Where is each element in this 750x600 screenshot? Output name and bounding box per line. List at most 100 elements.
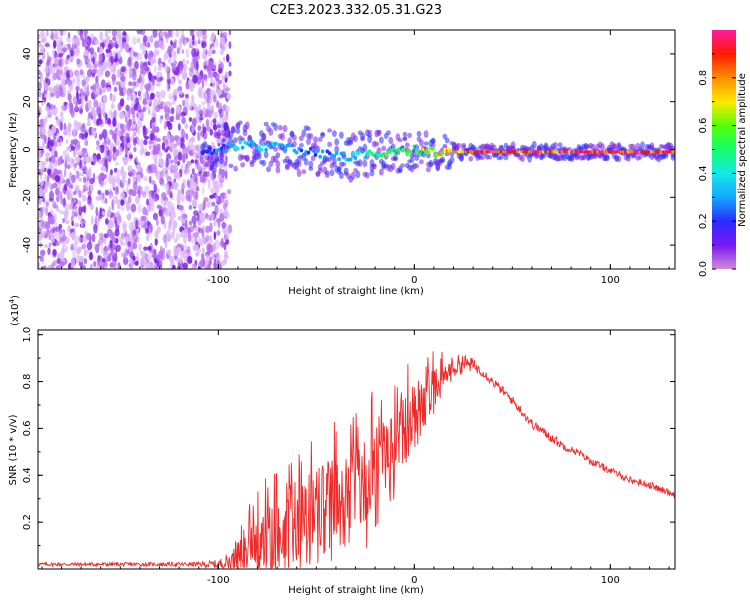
spectrogram-noise-blob xyxy=(182,262,188,269)
spectrogram-noise-blob xyxy=(192,74,198,84)
snr-x-tick-label: -100 xyxy=(207,575,230,586)
spectrogram-noise-blob xyxy=(198,91,204,99)
spectrogram-ridge-point xyxy=(294,150,299,155)
spectrogram-noise-blob xyxy=(92,172,96,183)
spectrogram-noise-blob xyxy=(188,67,194,72)
spectrogram-noise-blob xyxy=(110,169,113,176)
spectrogram-ridge-point xyxy=(349,157,353,162)
spectrogram-noise-blob xyxy=(73,148,76,158)
spectrogram-noise-blob xyxy=(84,95,88,101)
spectrogram-noise-blob xyxy=(107,119,111,125)
spectrogram-noise-blob xyxy=(187,232,192,242)
spectrogram-ridge-halo xyxy=(261,159,267,167)
spectrogram-noise-blob xyxy=(71,174,76,184)
spectrogram-ridge-halo xyxy=(341,162,347,167)
spectrogram-noise-blob xyxy=(55,240,60,246)
spectrogram-noise-blob xyxy=(216,173,222,180)
spectrogram-noise-blob xyxy=(91,126,95,136)
spectrogram-y-tick-label: 20 xyxy=(22,95,33,108)
spectrogram-noise-blob xyxy=(38,59,43,65)
spectrogram-noise-blob xyxy=(38,233,41,242)
spectrogram-noise-blob xyxy=(222,82,226,91)
spectrogram-noise-blob xyxy=(200,228,204,235)
spectrogram-noise-blob xyxy=(99,144,105,149)
spectrogram-noise-blob xyxy=(55,187,60,196)
spectrogram-noise-blob xyxy=(113,110,116,119)
spectrogram-noise-blob xyxy=(82,236,88,244)
spectrogram-noise-blob xyxy=(167,30,172,38)
spectrogram-noise-blob xyxy=(176,193,182,203)
spectrogram-noise-blob xyxy=(38,89,42,99)
spectrogram-noise-blob xyxy=(60,111,64,118)
spectrogram-noise-blob xyxy=(190,235,196,244)
spectrogram-noise-blob xyxy=(84,76,90,83)
spectrogram-noise-blob xyxy=(220,260,226,267)
spectrogram-noise-blob xyxy=(137,117,141,126)
spectrogram-ridge-halo xyxy=(640,141,645,150)
spectrogram-ridge-halo xyxy=(367,132,372,138)
spectrogram-noise-blob xyxy=(209,128,213,136)
spectrogram-noise-blob xyxy=(212,123,218,131)
spectrogram-noise-blob xyxy=(102,129,108,139)
spectrogram-ridge-halo xyxy=(402,137,408,142)
spectrogram-noise-blob xyxy=(116,81,121,86)
spectrogram-noise-blob xyxy=(182,69,187,78)
spectrogram-ridge-point xyxy=(337,157,341,162)
spectrogram-ridge-halo xyxy=(263,121,269,127)
spectrogram-noise-blob xyxy=(117,262,121,268)
spectrogram-ridge-point xyxy=(405,152,410,157)
spectrogram-noise-blob xyxy=(40,148,45,154)
spectrogram-noise-blob xyxy=(85,140,89,146)
spectrogram-noise-blob xyxy=(176,161,181,166)
spectrogram-noise-blob xyxy=(170,207,175,216)
snr-x-label: Height of straight line (km) xyxy=(288,585,424,596)
spectrogram-noise-blob xyxy=(112,146,117,154)
spectrogram-ridge-point xyxy=(367,149,372,154)
spectrogram-ridge-halo xyxy=(273,123,278,131)
spectrogram-ridge-halo xyxy=(240,137,246,142)
spectrogram-ridge-point xyxy=(250,139,254,144)
spectrogram-noise-blob xyxy=(110,65,114,74)
spectrogram-noise-blob xyxy=(179,111,186,117)
spectrogram-noise-blob xyxy=(81,147,88,154)
spectrogram-ridge-halo xyxy=(339,131,344,139)
spectrogram-noise-blob xyxy=(67,225,71,230)
spectrogram-noise-blob xyxy=(137,137,140,146)
spectrogram-noise-blob xyxy=(135,219,139,230)
spectrogram-noise-blob xyxy=(177,85,183,92)
spectrogram-noise-blob xyxy=(142,100,148,105)
spectrogram-noise-blob xyxy=(49,190,54,201)
spectrogram-noise-blob xyxy=(218,182,224,189)
spectrogram-noise-blob xyxy=(115,149,120,157)
spectrogram-noise-blob xyxy=(192,148,195,155)
spectrogram-noise-blob xyxy=(124,114,128,124)
spectrogram-noise-blob xyxy=(181,182,185,192)
spectrogram-noise-blob xyxy=(199,237,204,247)
spectrogram-noise-blob xyxy=(105,218,109,225)
spectrogram-noise-blob xyxy=(209,90,213,95)
spectrogram-noise-blob xyxy=(137,125,141,135)
spectrogram-ridge-halo xyxy=(390,163,396,170)
spectrogram-noise-blob xyxy=(44,43,50,48)
spectrogram-noise-blob xyxy=(207,108,213,118)
spectrogram-noise-blob xyxy=(53,104,56,109)
spectrogram-noise-blob xyxy=(75,171,78,180)
figure-title: C2E3.2023.332.05.31.G23 xyxy=(270,3,442,18)
spectrogram-noise-blob xyxy=(47,168,52,175)
spectrogram-noise-blob xyxy=(42,205,46,214)
spectrogram-noise-blob xyxy=(70,264,76,269)
spectrogram-ridge-halo xyxy=(320,132,325,139)
spectrogram-noise-blob xyxy=(154,158,158,167)
spectrogram-noise-blob xyxy=(117,50,121,60)
spectrogram-noise-blob xyxy=(212,243,216,252)
spectrogram-noise-blob xyxy=(80,220,84,228)
spectrogram-noise-blob xyxy=(52,249,57,256)
spectrogram-noise-blob xyxy=(117,202,121,210)
spectrogram-noise-blob xyxy=(221,74,224,83)
snr-panel: -100 0 100 0.2 0.4 0.6 0.8 1.0 Height of straig… xyxy=(8,295,676,596)
spectrogram-noise-blob xyxy=(71,210,76,218)
spectrogram-noise-blob xyxy=(209,43,213,49)
spectrogram-noise-blob xyxy=(163,220,167,230)
spectrogram-ridge-halo xyxy=(440,156,445,163)
spectrogram-ridge-halo xyxy=(332,130,337,138)
